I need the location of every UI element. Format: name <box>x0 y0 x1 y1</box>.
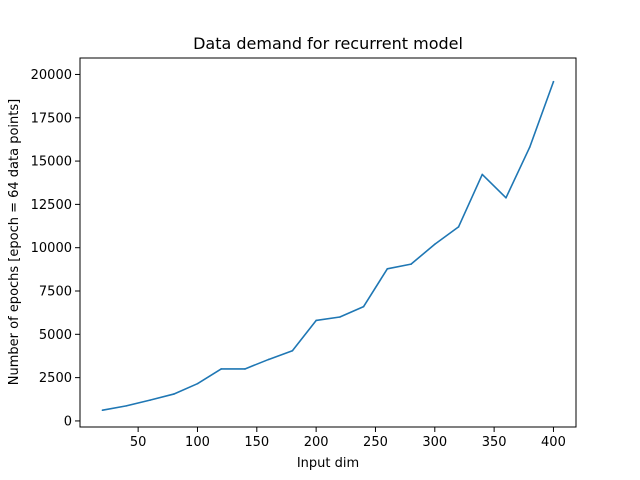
data-point-0-10 <box>339 316 341 318</box>
data-point-0-7 <box>267 358 270 361</box>
data-point-0-3 <box>172 393 175 395</box>
x-tick-label-4: 250 <box>363 435 388 450</box>
x-tick-label-0: 50 <box>130 435 147 450</box>
data-point-0-15 <box>457 226 460 228</box>
x-tick-label-6: 350 <box>482 435 507 450</box>
y-tick-label-5: 12500 <box>31 198 72 213</box>
data-point-0-9 <box>315 319 317 322</box>
data-point-0-2 <box>149 399 151 401</box>
axes-frame <box>79 57 577 428</box>
data-point-0-8 <box>291 349 294 352</box>
data-point-0-6 <box>244 368 246 370</box>
y-tick-label-4: 10000 <box>31 241 72 256</box>
y-axis-label: Number of epochs [epoch = 64 data points… <box>7 99 22 385</box>
x-tick-label-7: 400 <box>541 435 566 450</box>
y-tick-label-8: 20000 <box>31 68 72 83</box>
y-tick-label-0: 0 <box>64 414 72 429</box>
plot-area <box>101 80 555 412</box>
series-line-0 <box>101 80 555 412</box>
data-point-0-0 <box>101 409 104 411</box>
data-point-0-5 <box>220 368 223 370</box>
x-tick-label-3: 200 <box>304 435 329 450</box>
data-point-0-16 <box>481 173 484 176</box>
data-point-0-14 <box>433 243 436 246</box>
x-axis: 50 100 150 200 250 300 350 400 <box>130 427 566 450</box>
data-point-0-12 <box>386 268 389 270</box>
y-tick-label-1: 2500 <box>39 371 72 386</box>
y-tick-label-2: 5000 <box>39 328 72 343</box>
chart-title: Data demand for recurrent model <box>193 34 463 53</box>
data-point-0-17 <box>505 197 507 199</box>
data-point-0-13 <box>410 263 412 265</box>
y-axis: 0 2500 5000 7500 10000 12500 15000 17500 20000 <box>31 68 80 429</box>
x-axis-label: Input dim <box>297 456 359 471</box>
data-point-0-4 <box>196 382 199 385</box>
x-tick-label-2: 150 <box>244 435 269 450</box>
data-point-0-19 <box>552 80 555 83</box>
data-point-0-1 <box>125 405 128 407</box>
y-tick-label-6: 15000 <box>31 155 72 170</box>
x-tick-label-1: 100 <box>185 435 210 450</box>
y-tick-label-3: 7500 <box>39 285 72 300</box>
data-point-0-18 <box>528 146 531 149</box>
data-point-0-11 <box>362 305 365 308</box>
x-tick-label-5: 300 <box>422 435 447 450</box>
y-tick-label-7: 17500 <box>31 111 72 126</box>
